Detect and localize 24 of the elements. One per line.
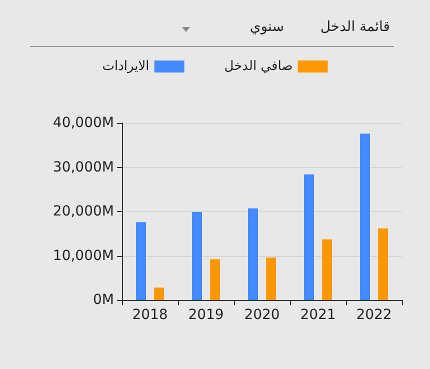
y-tick-label: 20,000M (52, 204, 114, 220)
bar (210, 259, 220, 300)
bar (378, 228, 388, 300)
legend-label: الايرادات (102, 59, 150, 74)
x-tick-label: 2022 (356, 307, 392, 323)
bar (154, 288, 164, 300)
legend-label: صافي الدخل (224, 59, 293, 74)
y-tick-label: 30,000M (52, 159, 114, 176)
text: سنوي (250, 19, 284, 35)
chart-title: قائمة الدخل (320, 19, 390, 35)
x-tick-label: 2018 (132, 307, 168, 323)
bar (360, 134, 370, 300)
bar (192, 212, 202, 300)
bar (266, 258, 276, 300)
x-tick-label: 2021 (300, 307, 336, 323)
bar (136, 222, 146, 300)
bar (304, 174, 314, 300)
y-tick-label: 40,000M (52, 115, 114, 131)
x-tick-label: 2019 (188, 307, 224, 323)
y-tick-label: 0M (93, 292, 114, 308)
bar (248, 208, 258, 300)
bar (322, 239, 332, 300)
y-tick-label: 10,000M (52, 248, 114, 264)
x-tick-label: 2020 (244, 307, 280, 323)
